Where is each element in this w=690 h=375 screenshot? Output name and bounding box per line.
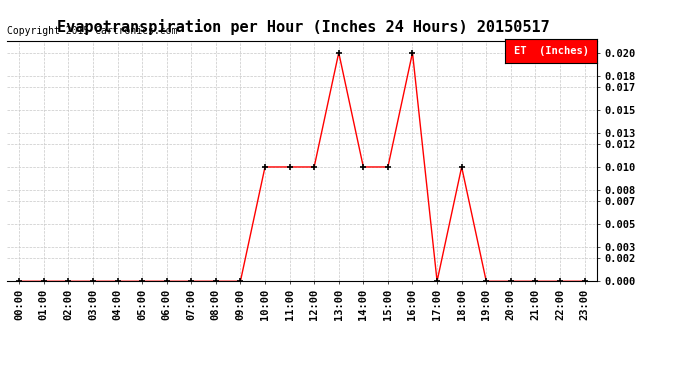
Text: Evapotranspiration per Hour (Inches 24 Hours) 20150517: Evapotranspiration per Hour (Inches 24 H…: [57, 19, 550, 35]
Text: Copyright 2015 Cartronics.com: Copyright 2015 Cartronics.com: [7, 27, 177, 36]
